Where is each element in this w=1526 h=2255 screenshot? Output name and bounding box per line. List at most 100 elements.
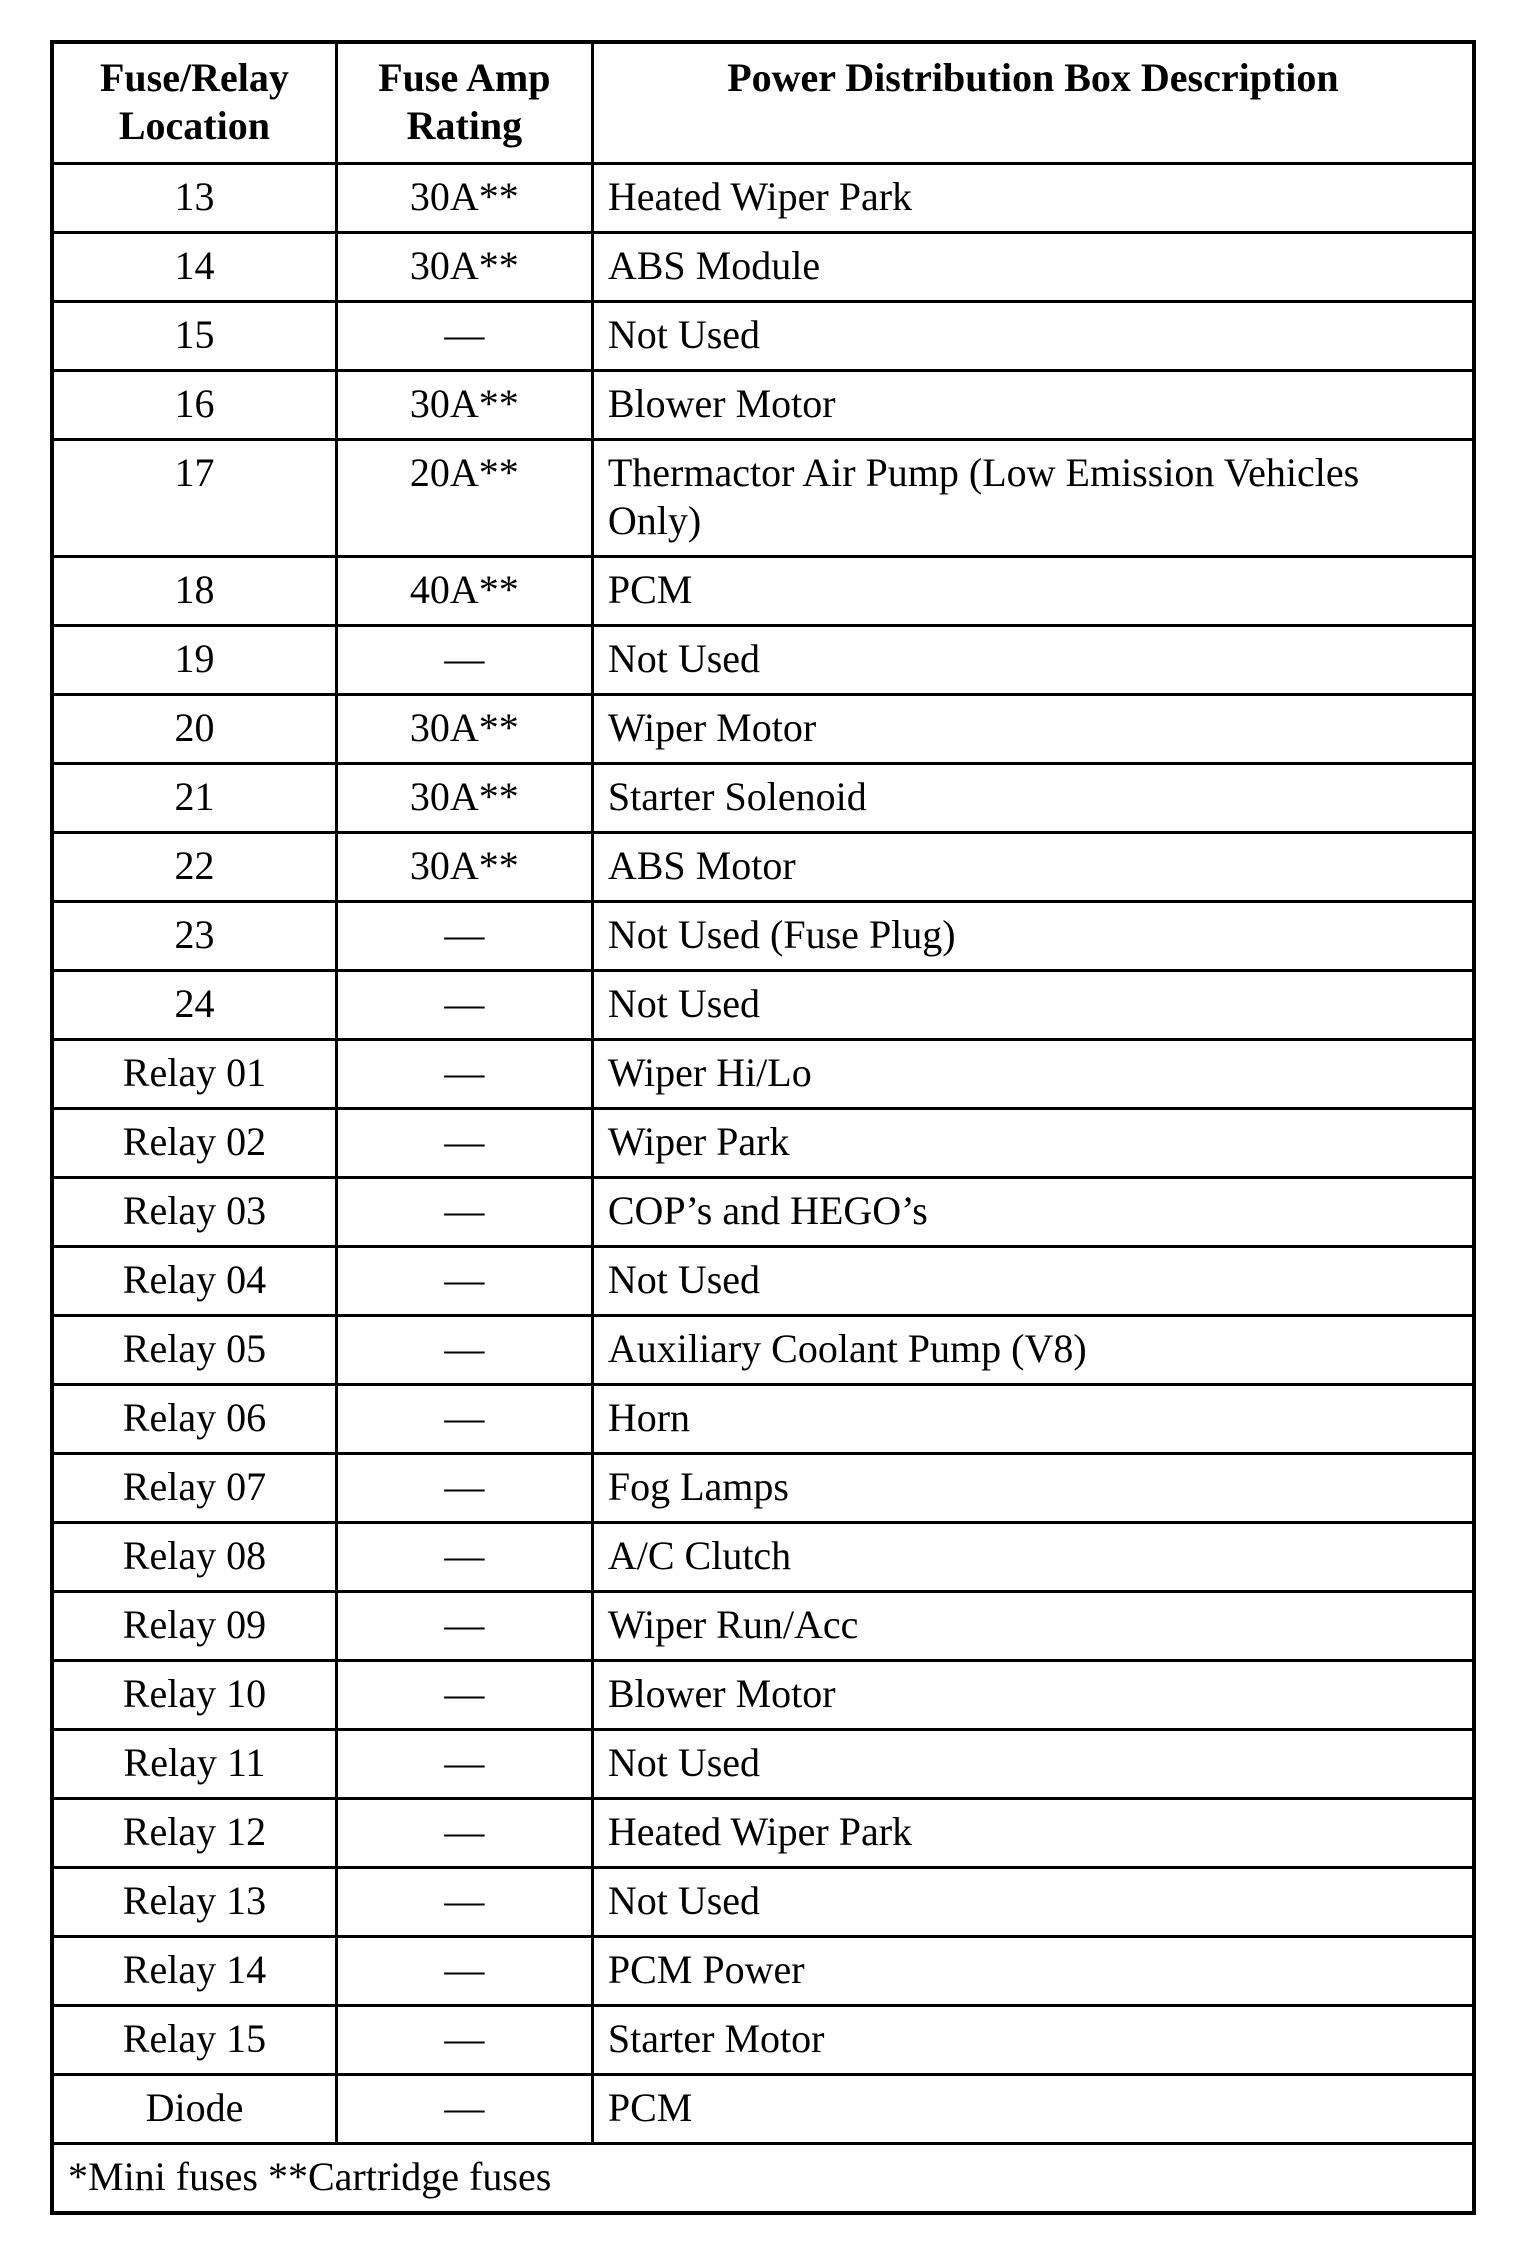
cell-amp: 30A** (336, 233, 592, 302)
cell-description: Not Used (592, 1730, 1474, 1799)
cell-description: A/C Clutch (592, 1523, 1474, 1592)
cell-location: Relay 03 (52, 1178, 336, 1247)
cell-description: PCM (592, 2075, 1474, 2144)
table-row: Relay 13—Not Used (52, 1868, 1474, 1937)
cell-amp: 30A** (336, 764, 592, 833)
table-row: Relay 12—Heated Wiper Park (52, 1799, 1474, 1868)
cell-amp: — (336, 902, 592, 971)
cell-description: Wiper Hi/Lo (592, 1040, 1474, 1109)
cell-location: 18 (52, 557, 336, 626)
cell-amp: 30A** (336, 833, 592, 902)
table-row: Relay 15—Starter Motor (52, 2006, 1474, 2075)
cell-location: Relay 02 (52, 1109, 336, 1178)
cell-amp: 30A** (336, 695, 592, 764)
cell-amp: — (336, 1109, 592, 1178)
cell-location: 24 (52, 971, 336, 1040)
cell-amp: 40A** (336, 557, 592, 626)
cell-description: Blower Motor (592, 1661, 1474, 1730)
table-row: 23—Not Used (Fuse Plug) (52, 902, 1474, 971)
cell-amp: — (336, 1937, 592, 2006)
cell-location: 20 (52, 695, 336, 764)
table-row: Relay 11—Not Used (52, 1730, 1474, 1799)
cell-description: Not Used (Fuse Plug) (592, 902, 1474, 971)
cell-description: Starter Motor (592, 2006, 1474, 2075)
table-row: 1840A**PCM (52, 557, 1474, 626)
cell-amp: — (336, 626, 592, 695)
fuse-table: Fuse/Relay Location Fuse Amp Rating Powe… (50, 40, 1476, 2215)
cell-amp: — (336, 1454, 592, 1523)
cell-description: Thermactor Air Pump (Low Emission Vehicl… (592, 440, 1474, 557)
table-row: Relay 14—PCM Power (52, 1937, 1474, 2006)
col-header-desc: Power Distribution Box Description (592, 42, 1474, 164)
cell-location: 17 (52, 440, 336, 557)
cell-description: ABS Motor (592, 833, 1474, 902)
cell-description: Fog Lamps (592, 1454, 1474, 1523)
cell-amp: — (336, 1592, 592, 1661)
cell-description: ABS Module (592, 233, 1474, 302)
cell-amp: 20A** (336, 440, 592, 557)
fuse-table-body: 1330A**Heated Wiper Park1430A**ABS Modul… (52, 164, 1474, 2144)
cell-location: 19 (52, 626, 336, 695)
cell-location: 15 (52, 302, 336, 371)
cell-amp: — (336, 1040, 592, 1109)
table-row: 24—Not Used (52, 971, 1474, 1040)
table-row: Relay 02—Wiper Park (52, 1109, 1474, 1178)
cell-description: Not Used (592, 1247, 1474, 1316)
cell-description: Not Used (592, 302, 1474, 371)
cell-location: Relay 08 (52, 1523, 336, 1592)
table-row: Relay 04—Not Used (52, 1247, 1474, 1316)
cell-description: Auxiliary Coolant Pump (V8) (592, 1316, 1474, 1385)
table-row: 1630A**Blower Motor (52, 371, 1474, 440)
cell-location: Relay 15 (52, 2006, 336, 2075)
cell-amp: — (336, 1523, 592, 1592)
col-header-amp: Fuse Amp Rating (336, 42, 592, 164)
cell-location: Relay 07 (52, 1454, 336, 1523)
table-row: 1430A**ABS Module (52, 233, 1474, 302)
footnote-cell: *Mini fuses **Cartridge fuses (52, 2144, 1474, 2214)
table-row: Relay 03—COP’s and HEGO’s (52, 1178, 1474, 1247)
table-row: Relay 10—Blower Motor (52, 1661, 1474, 1730)
cell-description: PCM Power (592, 1937, 1474, 2006)
table-row: 2030A**Wiper Motor (52, 695, 1474, 764)
cell-amp: — (336, 1178, 592, 1247)
cell-location: Diode (52, 2075, 336, 2144)
cell-location: Relay 04 (52, 1247, 336, 1316)
cell-amp: — (336, 2075, 592, 2144)
cell-location: 16 (52, 371, 336, 440)
cell-location: Relay 13 (52, 1868, 336, 1937)
cell-amp: — (336, 1316, 592, 1385)
table-row: 2130A**Starter Solenoid (52, 764, 1474, 833)
table-row: Relay 06—Horn (52, 1385, 1474, 1454)
cell-location: 21 (52, 764, 336, 833)
cell-location: Relay 11 (52, 1730, 336, 1799)
cell-amp: — (336, 1730, 592, 1799)
cell-description: COP’s and HEGO’s (592, 1178, 1474, 1247)
cell-description: Starter Solenoid (592, 764, 1474, 833)
cell-location: Relay 10 (52, 1661, 336, 1730)
fuse-table-head: Fuse/Relay Location Fuse Amp Rating Powe… (52, 42, 1474, 164)
cell-location: 22 (52, 833, 336, 902)
cell-location: Relay 09 (52, 1592, 336, 1661)
cell-location: 23 (52, 902, 336, 971)
cell-amp: — (336, 1868, 592, 1937)
cell-location: Relay 12 (52, 1799, 336, 1868)
table-row: 19—Not Used (52, 626, 1474, 695)
cell-amp: 30A** (336, 164, 592, 233)
cell-description: Wiper Run/Acc (592, 1592, 1474, 1661)
table-row: 15—Not Used (52, 302, 1474, 371)
cell-location: Relay 06 (52, 1385, 336, 1454)
cell-amp: — (336, 1385, 592, 1454)
header-row: Fuse/Relay Location Fuse Amp Rating Powe… (52, 42, 1474, 164)
cell-description: Heated Wiper Park (592, 1799, 1474, 1868)
cell-amp: — (336, 1799, 592, 1868)
cell-amp: — (336, 971, 592, 1040)
table-row: Diode—PCM (52, 2075, 1474, 2144)
footnote-row: *Mini fuses **Cartridge fuses (52, 2144, 1474, 2214)
cell-amp: 30A** (336, 371, 592, 440)
cell-description: Heated Wiper Park (592, 164, 1474, 233)
cell-description: Wiper Motor (592, 695, 1474, 764)
page: Fuse/Relay Location Fuse Amp Rating Powe… (0, 0, 1526, 2255)
col-header-location: Fuse/Relay Location (52, 42, 336, 164)
table-row: Relay 01—Wiper Hi/Lo (52, 1040, 1474, 1109)
cell-description: Not Used (592, 626, 1474, 695)
